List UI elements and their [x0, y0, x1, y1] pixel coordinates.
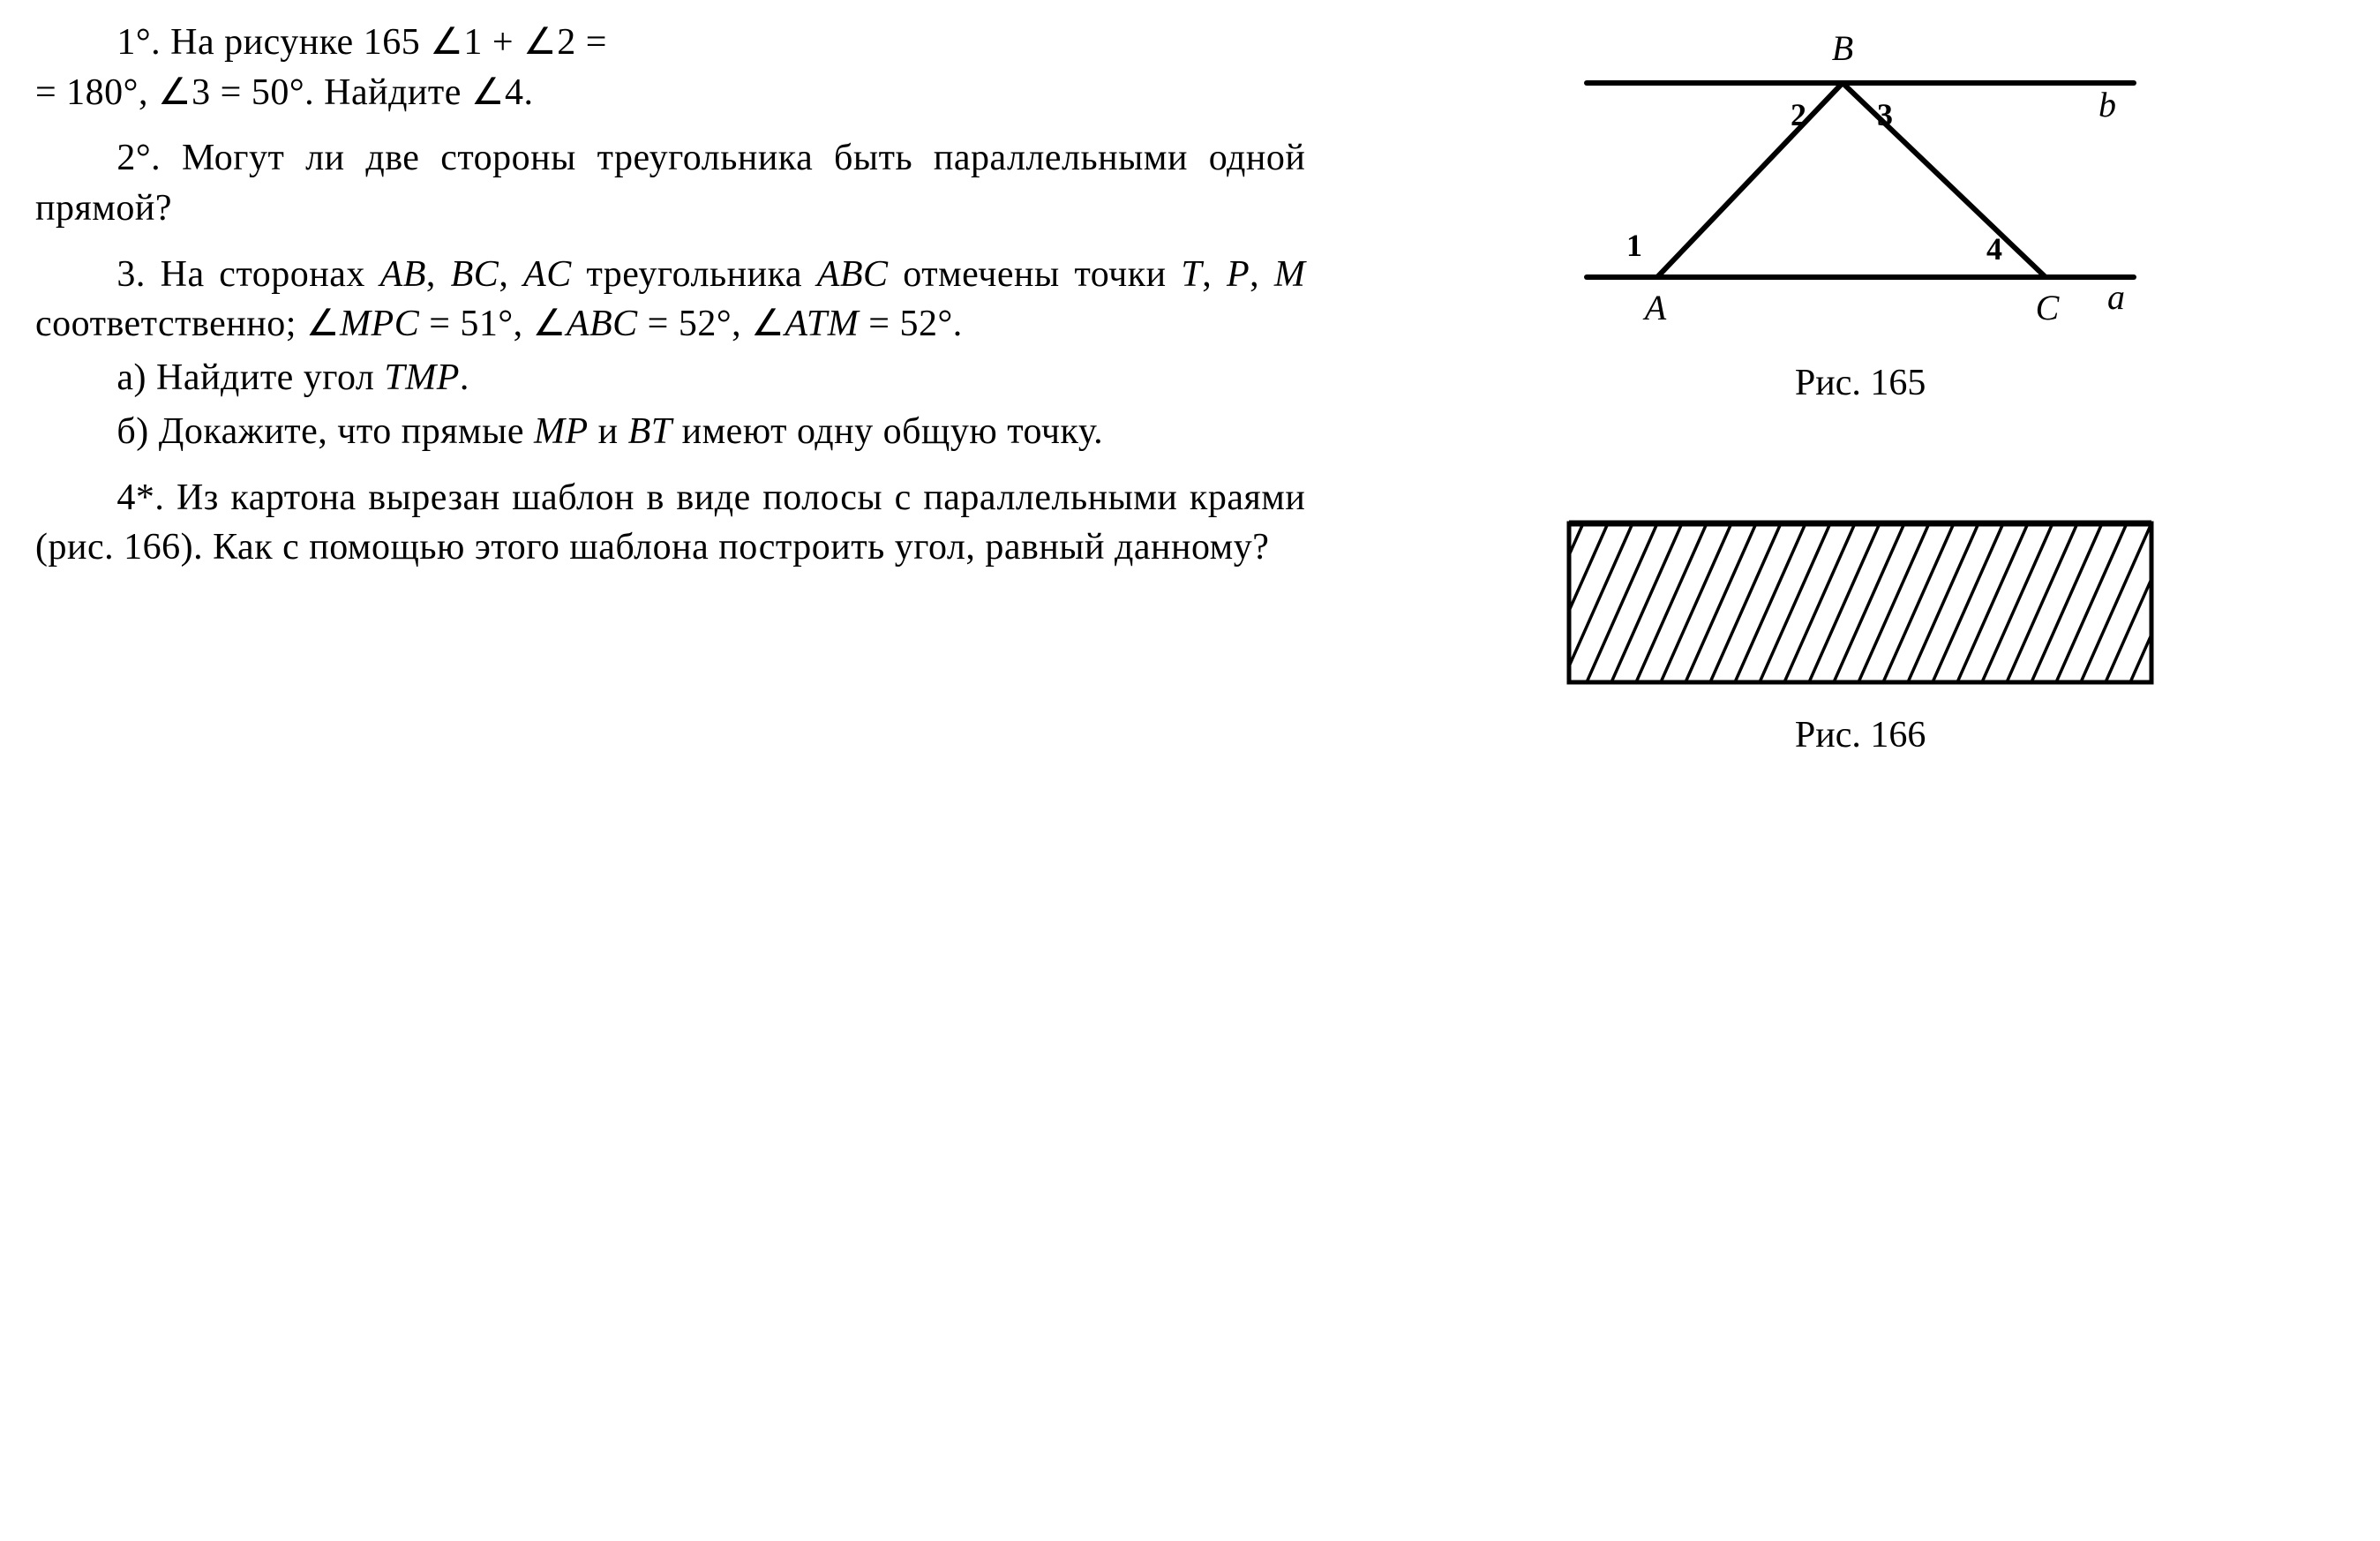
problem-1-line2: = 180°, ∠3 = 50°. Найдите ∠4. [35, 68, 534, 118]
problems-text: 1°. На рисунке 165 ∠1 + ∠2 = = 180°, ∠3 … [35, 18, 1305, 760]
svg-text:2: 2 [1791, 97, 1806, 132]
figure-165-caption: Рис. 165 [1551, 358, 2169, 409]
problem-1: 1°. На рисунке 165 ∠1 + ∠2 = = 180°, ∠3 … [35, 18, 1305, 117]
svg-text:C: C [2036, 288, 2061, 327]
svg-text:3: 3 [1877, 97, 1893, 132]
problem-4: 4*. Из картона вырезан шаблон в виде пол… [35, 473, 1305, 573]
svg-text:b: b [2098, 85, 2116, 124]
problem-2: 2°. Могут ли две стороны тре­угольника б… [35, 133, 1305, 233]
figures-column: Bb A Ca 1 2 3 4 Рис. 165 Рис. 166 [1340, 18, 2380, 760]
svg-text:1: 1 [1626, 228, 1642, 263]
problem-3a: а) Найдите угол TMP. [35, 353, 1305, 403]
svg-text:A: A [1642, 288, 1667, 327]
figure-165: Bb A Ca 1 2 3 4 Рис. 165 [1551, 21, 2169, 409]
svg-text:4: 4 [1986, 231, 2002, 267]
problem-3b: б) Докажите, что прямые MP и BT имеют од… [35, 407, 1305, 457]
problem-1-line1: 1°. На рисунке 165 ∠1 + ∠2 = [116, 22, 607, 63]
svg-text:a: a [2107, 277, 2125, 317]
svg-text:B: B [1832, 28, 1853, 68]
figure-165-svg: Bb A Ca 1 2 3 4 [1551, 21, 2169, 348]
figure-166-svg [1551, 506, 2169, 700]
problem-3: 3. На сторонах AB, BC, AC тре­угольника … [35, 250, 1305, 350]
page: 1°. На рисунке 165 ∠1 + ∠2 = = 180°, ∠3 … [35, 18, 2345, 760]
figure-166-caption: Рис. 166 [1551, 710, 2169, 761]
figure-166: Рис. 166 [1551, 506, 2169, 761]
